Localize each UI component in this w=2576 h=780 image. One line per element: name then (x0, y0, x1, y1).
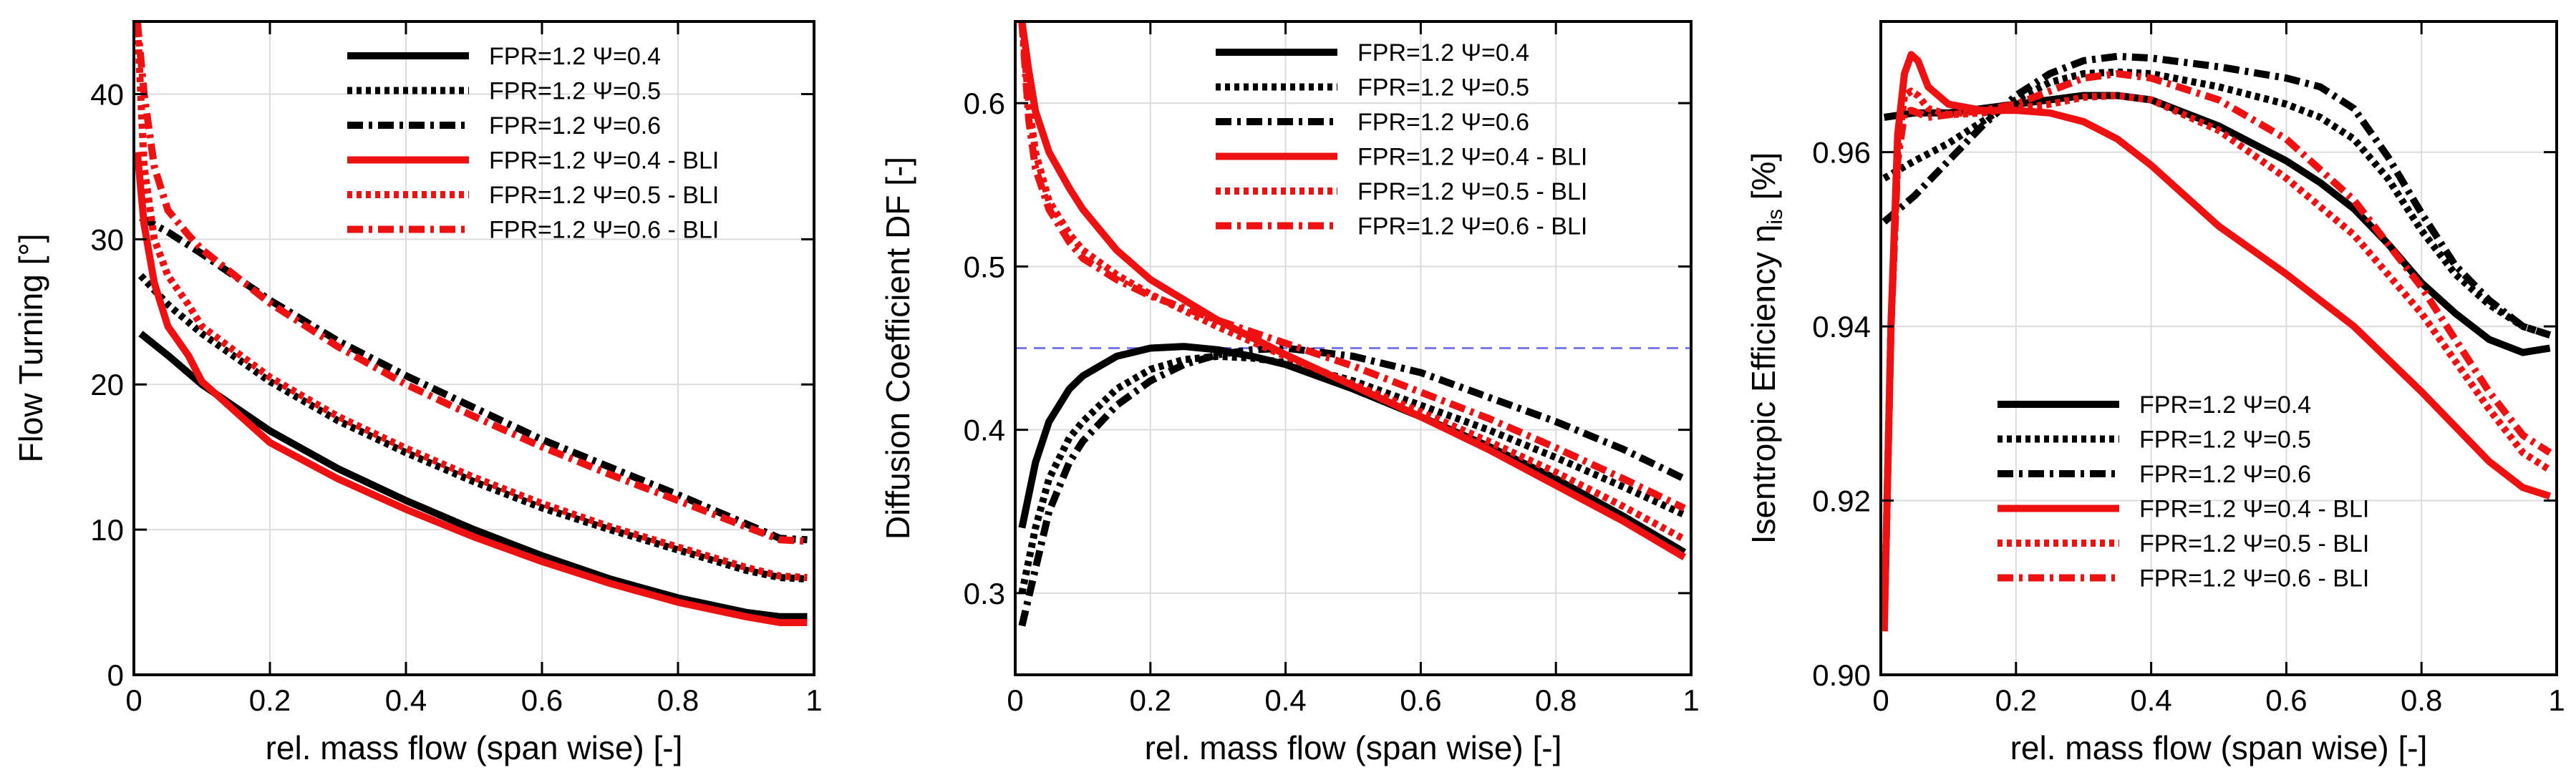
series-line (1018, 344, 1686, 627)
plot-frame (132, 20, 815, 676)
y-tick-label: 0.6 (964, 87, 1005, 120)
legend-label: FPR=1.2 Ψ=0.4 (489, 43, 661, 70)
legend-label: FPR=1.2 Ψ=0.4 (2139, 391, 2311, 419)
x-tick-label: 0 (1872, 683, 1889, 717)
series-line (138, 331, 808, 620)
series-line (137, 273, 808, 583)
x-tick-label: 0.4 (385, 683, 427, 717)
y-tick-label: 10 (90, 513, 124, 547)
plot-frame (1879, 20, 2558, 676)
legend-label: FPR=1.2 Ψ=0.6 (489, 112, 661, 140)
y-tick-label: 0.90 (1812, 658, 1871, 692)
legend-label: FPR=1.2 Ψ=0.4 - BLI (2139, 496, 2369, 523)
y-tick-label: 0 (107, 658, 124, 692)
y-tick-label: 0.4 (964, 414, 1005, 447)
x-axis-label: rel. mass flow (span wise) [-] (266, 729, 683, 766)
x-tick-label: 0 (1007, 683, 1023, 717)
series-line (134, 152, 808, 626)
x-tick-label: 0.6 (521, 683, 563, 717)
y-tick-label: 40 (90, 77, 124, 111)
x-tick-label: 0.2 (1130, 683, 1171, 717)
x-tick-label: 0.2 (1995, 683, 2037, 717)
series-line (134, 21, 808, 582)
series-line (134, 21, 808, 545)
series-line (1882, 52, 2552, 338)
legend-label: FPR=1.2 Ψ=0.6 - BLI (1357, 213, 1587, 240)
legend-label: FPR=1.2 Ψ=0.6 (1357, 109, 1529, 136)
x-tick-label: 0.4 (2130, 683, 2171, 717)
series-line (1018, 21, 1686, 512)
series-line (1018, 21, 1687, 561)
y-axis-label-unit: [%] (1745, 152, 1782, 209)
legend-label: FPR=1.2 Ψ=0.4 (1357, 39, 1529, 67)
y-axis-label-subscript: is (1763, 209, 1787, 225)
y-axis-label: Flow Turning [°] (12, 233, 49, 462)
legend: FPR=1.2 Ψ=0.4 FPR=1.2 Ψ=0.5 FPR=1.2 Ψ=0.6 F… (1216, 39, 1587, 240)
y-axis-label: Isentropic Efficiency ηis [%] (1745, 152, 1787, 545)
x-tick-label: 0 (125, 683, 142, 717)
y-axis-label-text: Isentropic Efficiency η (1745, 225, 1782, 545)
legend-label: FPR=1.2 Ψ=0.6 - BLI (2139, 565, 2369, 593)
plot-frame (1014, 20, 1693, 676)
legend-label: FPR=1.2 Ψ=0.4 - BLI (489, 147, 719, 175)
legend-label: FPR=1.2 Ψ=0.5 (1357, 74, 1529, 102)
series-line (1881, 51, 2552, 632)
series-line (1881, 70, 2552, 632)
series-line (1018, 352, 1686, 594)
series-line (1018, 21, 1686, 543)
x-tick-label: 0.4 (1264, 683, 1306, 717)
y-tick-label: 0.5 (964, 250, 1005, 283)
legend-label: FPR=1.2 Ψ=0.4 - BLI (1357, 144, 1587, 171)
x-tick-label: 1 (805, 683, 822, 717)
y-axis-label: Diffusion Coefficient DF [-] (879, 157, 916, 540)
y-tick-label: 30 (90, 223, 124, 256)
x-tick-label: 0.6 (1400, 683, 1441, 717)
x-tick-label: 0.2 (249, 683, 291, 717)
x-axis-label: rel. mass flow (span wise) [-] (1145, 729, 1562, 766)
series-line (139, 214, 808, 544)
y-tick-label: 0.94 (1812, 310, 1871, 343)
x-tick-label: 0.8 (657, 683, 699, 717)
x-tick-label: 0.6 (2265, 683, 2307, 717)
series-line (1018, 343, 1687, 556)
x-tick-label: 1 (2548, 683, 2565, 717)
legend-label: FPR=1.2 Ψ=0.5 (2139, 426, 2311, 454)
legend-label: FPR=1.2 Ψ=0.5 - BLI (2139, 530, 2369, 557)
legend-label: FPR=1.2 Ψ=0.6 (2139, 461, 2311, 488)
y-tick-label: 20 (90, 368, 124, 401)
legend: FPR=1.2 Ψ=0.4 FPR=1.2 Ψ=0.5 FPR=1.2 Ψ=0.6 F… (347, 43, 719, 244)
series-line (1881, 87, 2552, 632)
diffusion-coefficient-chart: 0 0.2 0.4 0.6 0.8 1 0.3 0.4 0.5 0.6 rel. mass flow… (879, 20, 1700, 766)
legend: FPR=1.2 Ψ=0.4 FPR=1.2 Ψ=0.5 FPR=1.2 Ψ=0.6 F… (1998, 391, 2369, 593)
x-tick-label: 1 (1682, 683, 1699, 717)
y-tick-label: 0.96 (1812, 136, 1871, 170)
isentropic-efficiency-chart: 0 0.2 0.4 0.6 0.8 1 0.90 0.92 0.94 0.96 rel. mass … (1745, 20, 2565, 766)
x-tick-label: 0.8 (1535, 683, 1577, 717)
series-line (1882, 68, 2552, 338)
y-tick-label: 0.3 (964, 577, 1005, 610)
legend-label: FPR=1.2 Ψ=0.5 (489, 78, 661, 105)
y-tick-label: 0.92 (1812, 484, 1871, 518)
legend-label: FPR=1.2 Ψ=0.5 - BLI (1357, 178, 1587, 205)
legend-label: FPR=1.2 Ψ=0.6 - BLI (489, 217, 719, 244)
x-tick-label: 0.8 (2401, 683, 2442, 717)
x-axis-label: rel. mass flow (span wise) [-] (2010, 729, 2428, 766)
legend-label: FPR=1.2 Ψ=0.5 - BLI (489, 182, 719, 209)
